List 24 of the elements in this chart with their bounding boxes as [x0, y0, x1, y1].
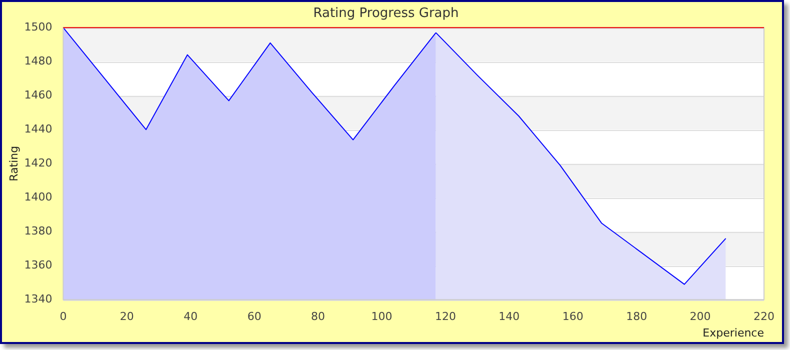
y-tick-label: 1380 — [24, 224, 52, 238]
x-axis-title: Experience — [702, 326, 764, 340]
chart-title: Rating Progress Graph — [313, 6, 459, 22]
y-axis-title: Rating — [7, 146, 20, 182]
x-tick-label: 60 — [247, 310, 262, 324]
x-tick-label: 200 — [690, 310, 711, 324]
y-tick-label: 1500 — [24, 20, 52, 34]
x-tick-label: 120 — [434, 310, 456, 324]
y-tick-label: 1460 — [24, 88, 52, 102]
y-tick-label: 1440 — [24, 122, 52, 136]
y-tick-label: 1340 — [24, 292, 52, 306]
x-tick-label: 160 — [562, 310, 584, 324]
y-tick-label: 1360 — [24, 258, 52, 272]
x-tick-label: 80 — [311, 310, 326, 324]
x-tick-label: 220 — [754, 310, 774, 324]
y-tick-label: 1480 — [24, 54, 52, 68]
y-tick-label: 1420 — [24, 156, 52, 170]
x-tick-label: 40 — [184, 310, 198, 324]
x-tick-label: 180 — [626, 310, 648, 324]
x-tick-label: 20 — [120, 310, 134, 324]
x-tick-label: 0 — [60, 310, 67, 324]
x-tick-label: 140 — [498, 310, 520, 324]
y-tick-label: 1400 — [24, 190, 52, 204]
x-tick-label: 100 — [371, 310, 392, 324]
